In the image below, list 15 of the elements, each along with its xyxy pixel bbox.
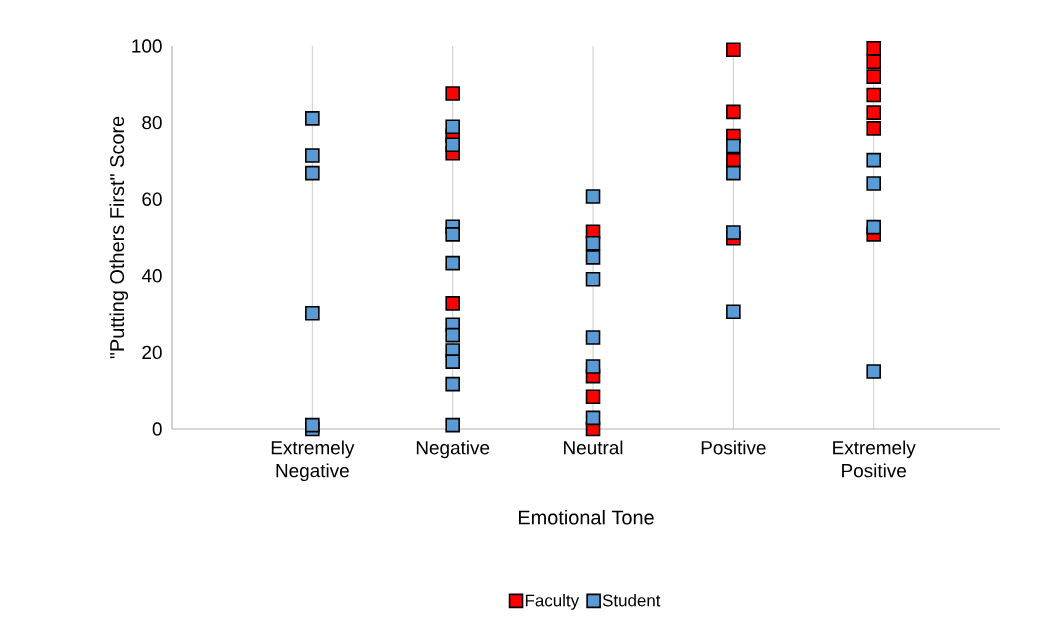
x-tick-label: Negative (416, 440, 490, 459)
y-tick-label: 100 (132, 39, 162, 53)
x-tick-label: Extremely Negative (271, 440, 355, 482)
legend-label: Student (602, 594, 661, 607)
x-tick-label: Neutral (564, 440, 623, 455)
x-tick-label: Positive (701, 440, 766, 455)
y-tick-label: 60 (142, 192, 162, 206)
y-tick-label: 40 (141, 269, 162, 283)
x-axis-title: Emotional Tone (518, 509, 654, 525)
y-tick-label: 80 (142, 115, 162, 130)
y-tick-label: 20 (142, 345, 162, 360)
y-tick-label: 0 (152, 422, 162, 436)
y-axis-title: "Putting Others First" Score (109, 116, 129, 359)
x-tick-label: Extremely Positive (833, 440, 916, 478)
legend-label: Faculty (525, 594, 580, 610)
